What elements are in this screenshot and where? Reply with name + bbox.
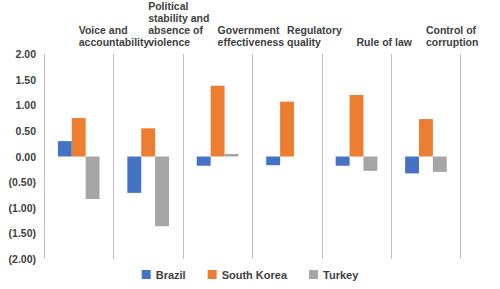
svg-text:South Korea: South Korea: [222, 269, 288, 281]
svg-text:Brazil: Brazil: [156, 269, 186, 281]
svg-text:1.50: 1.50: [16, 74, 37, 86]
svg-text:Rule of law: Rule of law: [357, 36, 413, 48]
svg-text:Regulatory: Regulatory: [287, 24, 345, 36]
svg-text:Turkey: Turkey: [323, 269, 359, 281]
svg-text:(1.00): (1.00): [9, 202, 36, 214]
svg-text:2.00: 2.00: [16, 48, 37, 60]
svg-text:0.00: 0.00: [16, 151, 37, 163]
svg-text:corruption: corruption: [426, 36, 479, 48]
svg-text:violence: violence: [148, 36, 190, 48]
svg-text:0.50: 0.50: [16, 125, 37, 137]
svg-text:stability and: stability and: [148, 12, 212, 24]
svg-text:Voice and: Voice and: [79, 24, 131, 36]
svg-text:quality: quality: [287, 36, 321, 48]
svg-text:Government: Government: [218, 24, 283, 36]
svg-text:(2.00): (2.00): [9, 253, 36, 265]
svg-text:Control of: Control of: [426, 24, 479, 36]
svg-text:1.00: 1.00: [16, 99, 37, 111]
svg-text:(0.50): (0.50): [9, 176, 36, 188]
svg-text:accountability: accountability: [79, 36, 150, 48]
svg-text:effectiveness: effectiveness: [218, 36, 285, 48]
svg-text:Political: Political: [148, 0, 191, 12]
svg-text:absence of: absence of: [148, 24, 206, 36]
svg-text:(1.50): (1.50): [9, 227, 36, 239]
